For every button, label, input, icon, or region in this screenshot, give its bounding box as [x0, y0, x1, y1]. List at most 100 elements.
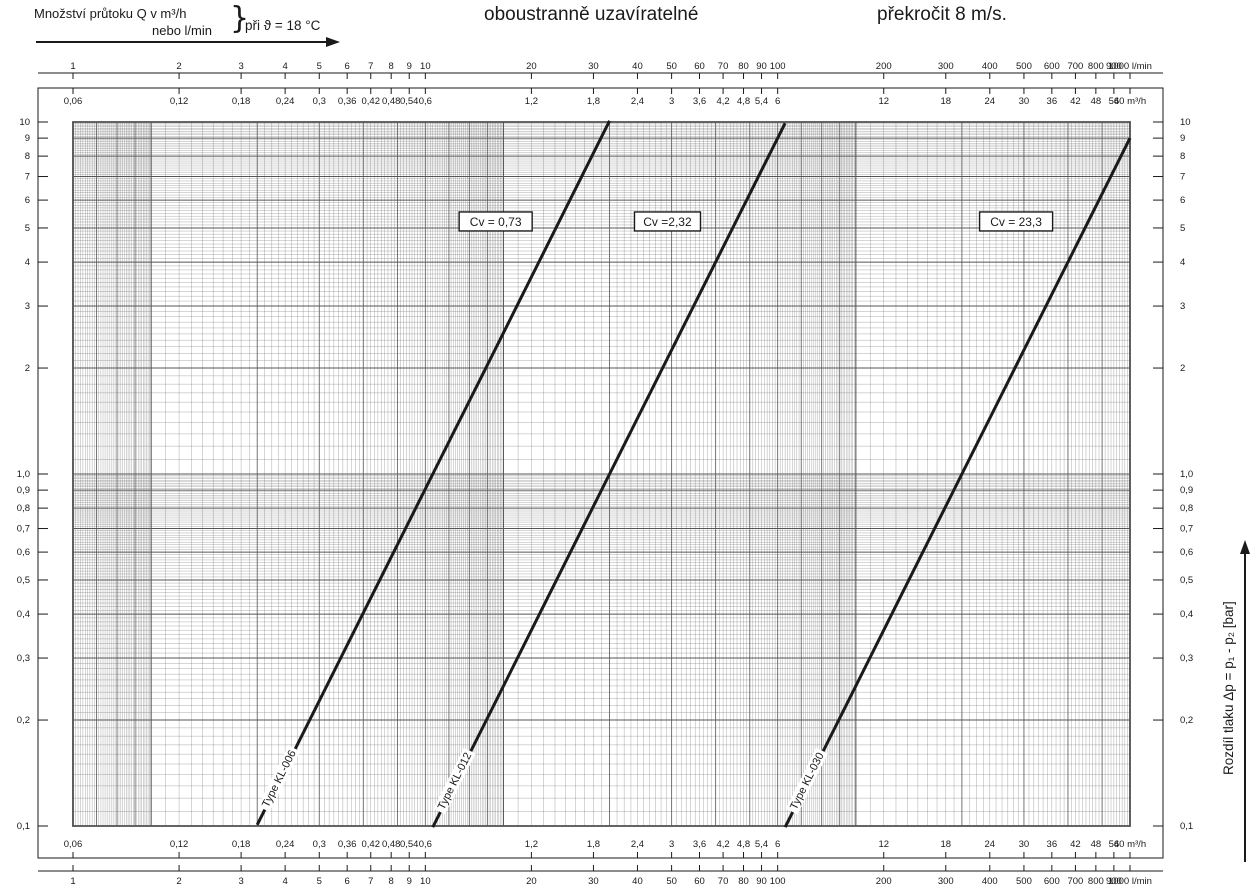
x-tick-label-lmin-top: 9	[407, 61, 412, 72]
y-tick-label: 0,5	[17, 575, 30, 586]
x-tick-label-lmin-top: 10	[420, 61, 431, 72]
x-tick-label-m3h-top: 48	[1091, 96, 1102, 107]
x-tick-label-m3h-top: 0,3	[313, 96, 326, 107]
x-tick-label-m3h-top: 4,2	[716, 96, 729, 107]
cv-annotation: Cv =2,32	[643, 215, 692, 229]
x-tick-label-m3h-top: 0,36	[338, 96, 357, 107]
y-tick-label-right: 4	[1180, 257, 1185, 268]
x-tick-label-m3h-top: 3,6	[693, 96, 706, 107]
y-tick-label-right: 10	[1180, 117, 1191, 128]
y-tick-label-right: 0,4	[1180, 609, 1193, 620]
x-tick-label-lmin-bottom: 2	[176, 876, 181, 887]
y-axis-title-text: Rozdíl tlaku Δp = p₁ - p₂ [bar]	[1221, 601, 1236, 775]
x-tick-label-lmin-top: 4	[282, 61, 287, 72]
x-tick-label-m3h-bottom: 0,18	[232, 839, 251, 850]
x-tick-label-lmin-top: 40	[632, 61, 643, 72]
outer-frame	[37, 87, 1164, 859]
x-tick-label-lmin-top: 1000 l/min	[1108, 61, 1152, 72]
x-tick-label-m3h-bottom: 0,3	[313, 839, 326, 850]
x-tick-label-lmin-bottom: 60	[694, 876, 705, 887]
x-tick-label-m3h-bottom: 54	[1109, 839, 1120, 850]
x-tick-label-lmin-top: 900	[1106, 61, 1122, 72]
flow-label-line2: nebo l/min	[152, 23, 212, 38]
x-tick-label-lmin-bottom: 500	[1016, 876, 1032, 887]
cv-annotation-box	[633, 211, 702, 232]
y-tick-label: 0,6	[17, 547, 30, 558]
cv-annotation: Cv = 0,73	[470, 215, 522, 229]
x-tick-label-lmin-top: 500	[1016, 61, 1032, 72]
y-tick-label: 0,2	[17, 715, 30, 726]
x-tick-label-m3h-top: 1,2	[525, 96, 538, 107]
y-tick-label: 5	[25, 223, 30, 234]
series-line	[255, 120, 611, 826]
series-line	[431, 122, 787, 828]
x-tick-label-lmin-top: 7	[368, 61, 373, 72]
x-tick-label-m3h-bottom: 42	[1070, 839, 1081, 850]
y-tick-label: 3	[25, 301, 30, 312]
x-tick-label-m3h-bottom: 0,6	[419, 839, 432, 850]
x-tick-label-m3h-bottom: 6	[775, 839, 780, 850]
x-tick-label-m3h-top: 3	[669, 96, 674, 107]
x-tick-label-m3h-bottom: 0,42	[362, 839, 381, 850]
x-tick-label-m3h-top: 2,4	[631, 96, 644, 107]
y-tick-label: 0,7	[17, 524, 30, 535]
x-tick-label-lmin-top: 3	[238, 61, 243, 72]
x-tick-label-lmin-top: 90	[756, 61, 767, 72]
y-tick-label: 10	[19, 117, 30, 128]
series-label-bg	[785, 747, 828, 815]
x-tick-label-m3h-top: 12	[878, 96, 889, 107]
x-tick-label-lmin-top: 2	[176, 61, 181, 72]
x-tick-label-lmin-top: 5	[317, 61, 322, 72]
series-label-bg	[257, 745, 301, 813]
y-tick-label: 7	[25, 172, 30, 183]
cv-annotation-box	[458, 211, 533, 232]
x-tick-label-lmin-top: 700	[1067, 61, 1083, 72]
x-tick-label-m3h-top: 0,12	[170, 96, 189, 107]
x-tick-label-m3h-bottom: 4,8	[737, 839, 750, 850]
x-tick-label-lmin-bottom: 3	[238, 876, 243, 887]
x-tick-label-m3h-bottom: 0,12	[170, 839, 189, 850]
x-tick-label-lmin-bottom: 8	[389, 876, 394, 887]
x-tick-label-lmin-bottom: 100	[770, 876, 786, 887]
x-tick-label-m3h-bottom: 24	[985, 839, 996, 850]
y-tick-label-right: 3	[1180, 301, 1185, 312]
x-tick-label-lmin-bottom: 200	[876, 876, 892, 887]
x-tick-label-m3h-bottom: 2,4	[631, 839, 644, 850]
header-note-left: oboustranně uzavíratelné	[484, 4, 699, 25]
x-tick-label-m3h-bottom: 0,48	[382, 839, 401, 850]
x-tick-label-lmin-bottom: 1000 l/min	[1108, 876, 1152, 887]
x-tick-label-lmin-bottom: 10	[420, 876, 431, 887]
y-tick-label-right: 0,8	[1180, 503, 1193, 514]
y-tick-label: 0,9	[17, 485, 30, 496]
x-tick-label-lmin-top: 20	[526, 61, 537, 72]
x-tick-label-lmin-top: 600	[1044, 61, 1060, 72]
series-label: Type KL-006	[260, 748, 299, 809]
x-tick-label-lmin-bottom: 80	[738, 876, 749, 887]
pressure-arrow-head	[1240, 540, 1250, 554]
y-tick-label-right: 0,1	[1180, 821, 1193, 832]
x-tick-label-m3h-top: 6	[775, 96, 780, 107]
x-tick-label-m3h-top: 0,42	[362, 96, 381, 107]
y-tick-label-right: 1,0	[1180, 469, 1193, 480]
y-tick-label: 4	[25, 257, 30, 268]
x-tick-label-lmin-bottom: 50	[666, 876, 677, 887]
x-tick-label-lmin-top: 50	[666, 61, 677, 72]
x-tick-label-m3h-top: 0,54	[400, 96, 419, 107]
y-tick-label: 9	[25, 133, 30, 144]
y-tick-label: 8	[25, 151, 30, 162]
y-tick-label: 1,0	[17, 469, 30, 480]
x-tick-label-m3h-top: 42	[1070, 96, 1081, 107]
x-tick-label-lmin-bottom: 900	[1106, 876, 1122, 887]
y-tick-label: 0,1	[17, 821, 30, 832]
brace-glyph: }	[230, 1, 250, 36]
x-tick-label-m3h-bottom: 1,8	[587, 839, 600, 850]
x-tick-label-lmin-top: 800	[1088, 61, 1104, 72]
x-tick-label-lmin-bottom: 4	[282, 876, 287, 887]
x-tick-label-lmin-top: 100	[770, 61, 786, 72]
x-tick-label-m3h-bottom: 1,2	[525, 839, 538, 850]
y-tick-label-right: 0,2	[1180, 715, 1193, 726]
x-tick-label-lmin-top: 70	[718, 61, 729, 72]
y-tick-label: 0,8	[17, 503, 30, 514]
y-tick-label-right: 8	[1180, 151, 1185, 162]
